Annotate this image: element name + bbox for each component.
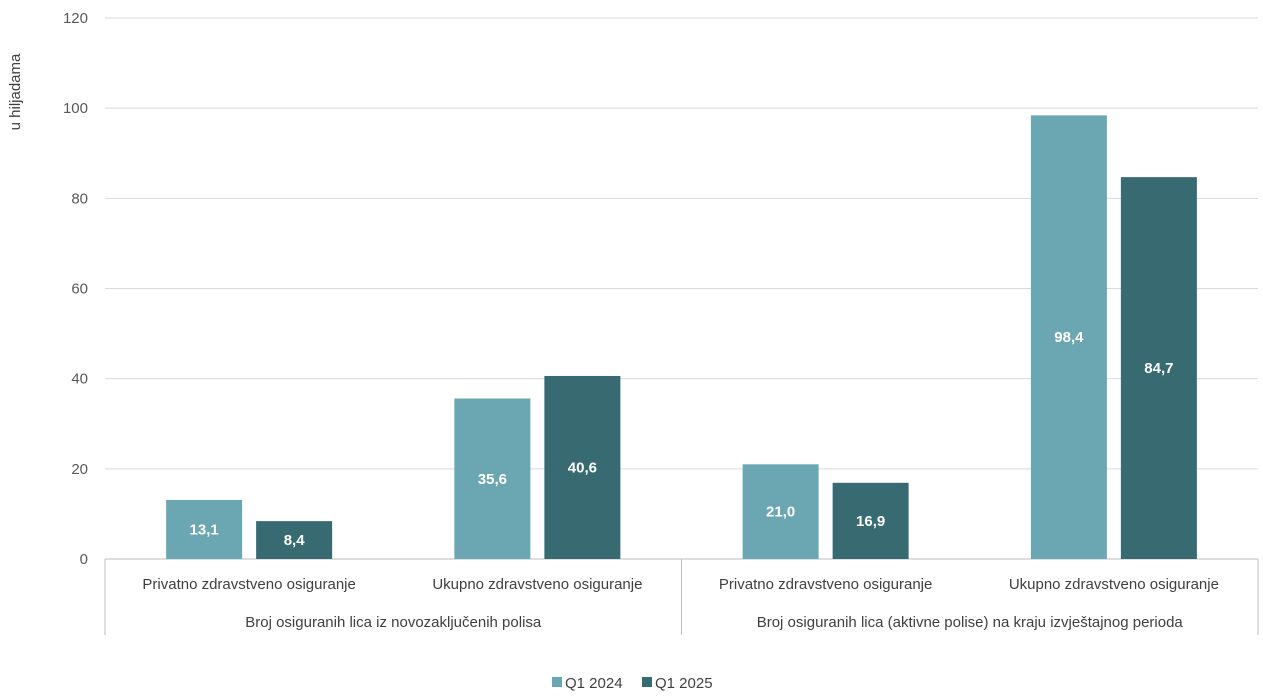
bars: 13,1 8,4 35,6 40,6 21,0 16,9 98,4 84,7 [166, 115, 1197, 559]
grid-lines [105, 17, 1258, 560]
bar-q1-2024 [166, 499, 243, 559]
bar-q1-2024 [742, 464, 819, 559]
bar-q1-2025 [544, 375, 621, 559]
legend: Q1 2024 Q1 2025 [552, 675, 713, 692]
data-label: 13,1 [190, 521, 219, 538]
data-label: 98,4 [1054, 329, 1084, 346]
data-label: 21,0 [766, 504, 795, 521]
x-category-label: Ukupno zdravstveno osiguranje [432, 576, 642, 593]
y-tick-label: 0 [80, 551, 88, 568]
y-tick-label: 100 [63, 100, 88, 117]
legend-label: Q1 2024 [565, 675, 623, 692]
data-label: 16,9 [856, 513, 885, 530]
bar-q1-2025 [832, 482, 909, 559]
y-tick-label: 120 [63, 10, 88, 27]
y-tick-label: 20 [71, 461, 88, 478]
data-label: 8,4 [284, 532, 306, 549]
x-category-label: Ukupno zdravstveno osiguranje [1009, 576, 1219, 593]
x-category-label: Privatno zdravstveno osiguranje [719, 576, 932, 593]
y-axis-ticks: 0 20 40 60 80 100 120 [63, 10, 88, 568]
data-label: 35,6 [478, 471, 507, 488]
bar-q1-2025 [256, 521, 333, 559]
x-group-label: Broj osiguranih lica iz novozaključenih … [245, 614, 542, 631]
y-axis-title: u hiljadama [7, 53, 24, 130]
data-label: 40,6 [568, 459, 597, 476]
legend-label: Q1 2025 [655, 675, 713, 692]
x-group-label: Broj osiguranih lica (aktivne polise) na… [757, 614, 1184, 631]
data-label: 84,7 [1144, 360, 1173, 377]
x-axis: Privatno zdravstveno osiguranje Ukupno zd… [104, 559, 1259, 635]
bar-q1-2024 [454, 398, 531, 559]
y-tick-label: 60 [71, 281, 88, 298]
legend-swatch [552, 677, 562, 687]
x-category-label: Privatno zdravstveno osiguranje [142, 576, 355, 593]
bar-q1-2025 [1120, 177, 1197, 559]
y-tick-label: 80 [71, 190, 88, 207]
legend-swatch [642, 677, 652, 687]
bar-q1-2024 [1030, 115, 1107, 559]
y-tick-label: 40 [71, 371, 88, 388]
